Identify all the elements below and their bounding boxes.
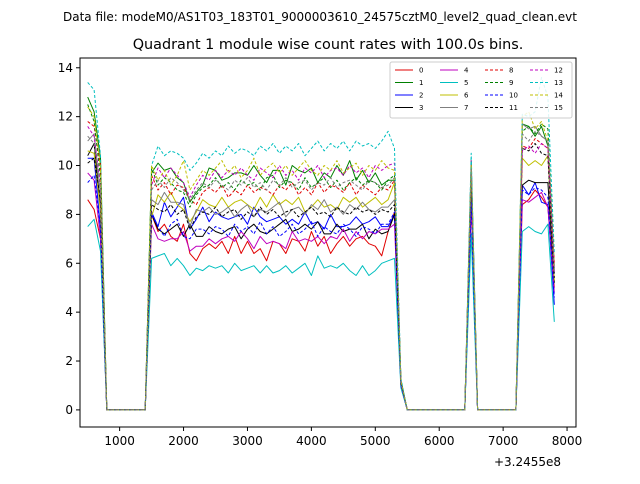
legend-label-6: 6 xyxy=(464,92,469,100)
x-tick-label: 4000 xyxy=(296,434,327,448)
axes: 1000 2000 3000 4000 5000 6000 7000 800002468101… xyxy=(58,61,583,448)
x-tick-label: 8000 xyxy=(552,434,583,448)
y-tick-label: 10 xyxy=(58,159,73,173)
legend-label-10: 10 xyxy=(509,92,518,100)
legend-label-5: 5 xyxy=(464,79,468,87)
series-line-4 xyxy=(87,172,555,411)
y-tick-label: 12 xyxy=(58,110,73,124)
legend-label-2: 2 xyxy=(419,92,423,100)
x-tick-label: 5000 xyxy=(360,434,391,448)
legend-label-11: 11 xyxy=(509,104,518,112)
series-line-9 xyxy=(87,104,555,411)
y-tick-label: 4 xyxy=(65,305,73,319)
x-offset-label: +3.2455e8 xyxy=(494,455,561,469)
legend-label-7: 7 xyxy=(464,104,468,112)
x-tick-label: 7000 xyxy=(488,434,519,448)
x-tick-label: 1000 xyxy=(104,434,135,448)
legend-label-12: 12 xyxy=(554,67,563,75)
legend-label-0: 0 xyxy=(419,67,423,75)
legend-label-1: 1 xyxy=(419,79,423,87)
legend-box xyxy=(389,61,573,119)
y-tick-label: 14 xyxy=(58,61,73,75)
suptitle: Data file: modeM0/AS1T03_183T01_90000036… xyxy=(63,10,577,24)
y-tick-label: 2 xyxy=(65,354,73,368)
plot-area xyxy=(87,77,555,411)
legend-label-15: 15 xyxy=(554,104,563,112)
legend-label-4: 4 xyxy=(464,67,469,75)
axes-frame xyxy=(79,57,577,428)
series-line-5 xyxy=(87,218,555,411)
x-tick-label: 6000 xyxy=(424,434,455,448)
y-tick-label: 8 xyxy=(65,207,73,221)
legend-label-8: 8 xyxy=(509,67,513,75)
x-tick-label: 3000 xyxy=(232,434,263,448)
series-line-14 xyxy=(87,106,555,411)
series-line-10 xyxy=(87,174,555,411)
x-tick-label: 2000 xyxy=(168,434,199,448)
legend-label-9: 9 xyxy=(509,79,513,87)
series-line-15 xyxy=(87,130,555,411)
chart-title: Quadrant 1 module wise count rates with … xyxy=(133,37,524,53)
legend-label-13: 13 xyxy=(554,79,563,87)
y-tick-label: 0 xyxy=(65,403,73,417)
legend-label-3: 3 xyxy=(419,104,423,112)
y-tick-label: 6 xyxy=(65,256,73,270)
legend-label-14: 14 xyxy=(554,92,563,100)
